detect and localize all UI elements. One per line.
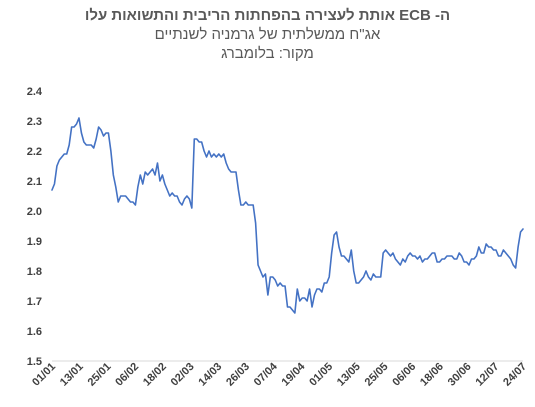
x-tick-label: 12/07 <box>473 361 501 389</box>
y-tick-label: 1.9 <box>27 236 42 248</box>
x-tick-label: 18/02 <box>141 361 169 389</box>
y-tick-label: 1.6 <box>27 326 42 338</box>
x-tick-label: 01/05 <box>307 361 335 389</box>
x-tick-label: 13/05 <box>335 361 363 389</box>
x-tick-label: 19/04 <box>280 360 309 389</box>
y-tick-label: 2.2 <box>27 146 42 158</box>
x-tick-label: 25/01 <box>86 361 114 389</box>
y-tick-label: 2.1 <box>27 176 42 188</box>
series-line <box>51 117 524 314</box>
x-tick-label: 24/07 <box>501 361 529 389</box>
x-tick-label: 06/06 <box>390 361 418 389</box>
x-tick-label: 06/02 <box>113 361 141 389</box>
x-tick-label: 18/06 <box>418 361 446 389</box>
x-tick-label: 26/03 <box>224 361 252 389</box>
x-tick-label: 02/03 <box>169 361 197 389</box>
y-tick-label: 2.3 <box>27 116 42 128</box>
x-tick-label: 30/06 <box>446 361 474 389</box>
chart-title: ה- ECB אותת לעצירה בהפחתות הריבית והתשוא… <box>84 7 451 24</box>
y-tick-label: 2.4 <box>27 86 43 98</box>
y-tick-label: 1.7 <box>27 296 42 308</box>
y-axis-ticks: 2.4 2.3 2.2 2.1 2.0 1.9 1.8 1.7 1.6 1.5 <box>27 86 43 368</box>
chart-subtitle: אג"ח ממשלתית של גרמניה לשנתיים <box>154 26 381 43</box>
x-tick-label: 14/03 <box>196 361 224 389</box>
x-tick-label: 25/05 <box>363 361 391 389</box>
y-tick-label: 1.5 <box>27 356 42 368</box>
chart-titles: ה- ECB אותת לעצירה בהפחתות הריבית והתשוא… <box>0 6 535 63</box>
y-tick-label: 2.0 <box>27 206 42 218</box>
y-tick-label: 1.8 <box>27 266 42 278</box>
x-tick-label: 07/04 <box>252 360 281 389</box>
x-tick-label: 13/01 <box>58 361 86 389</box>
chart-source: מקור: בלומברג <box>221 45 314 62</box>
x-axis-ticks: 01/01 13/01 25/01 06/02 18/02 02/03 14/03 26/03… <box>30 360 529 389</box>
